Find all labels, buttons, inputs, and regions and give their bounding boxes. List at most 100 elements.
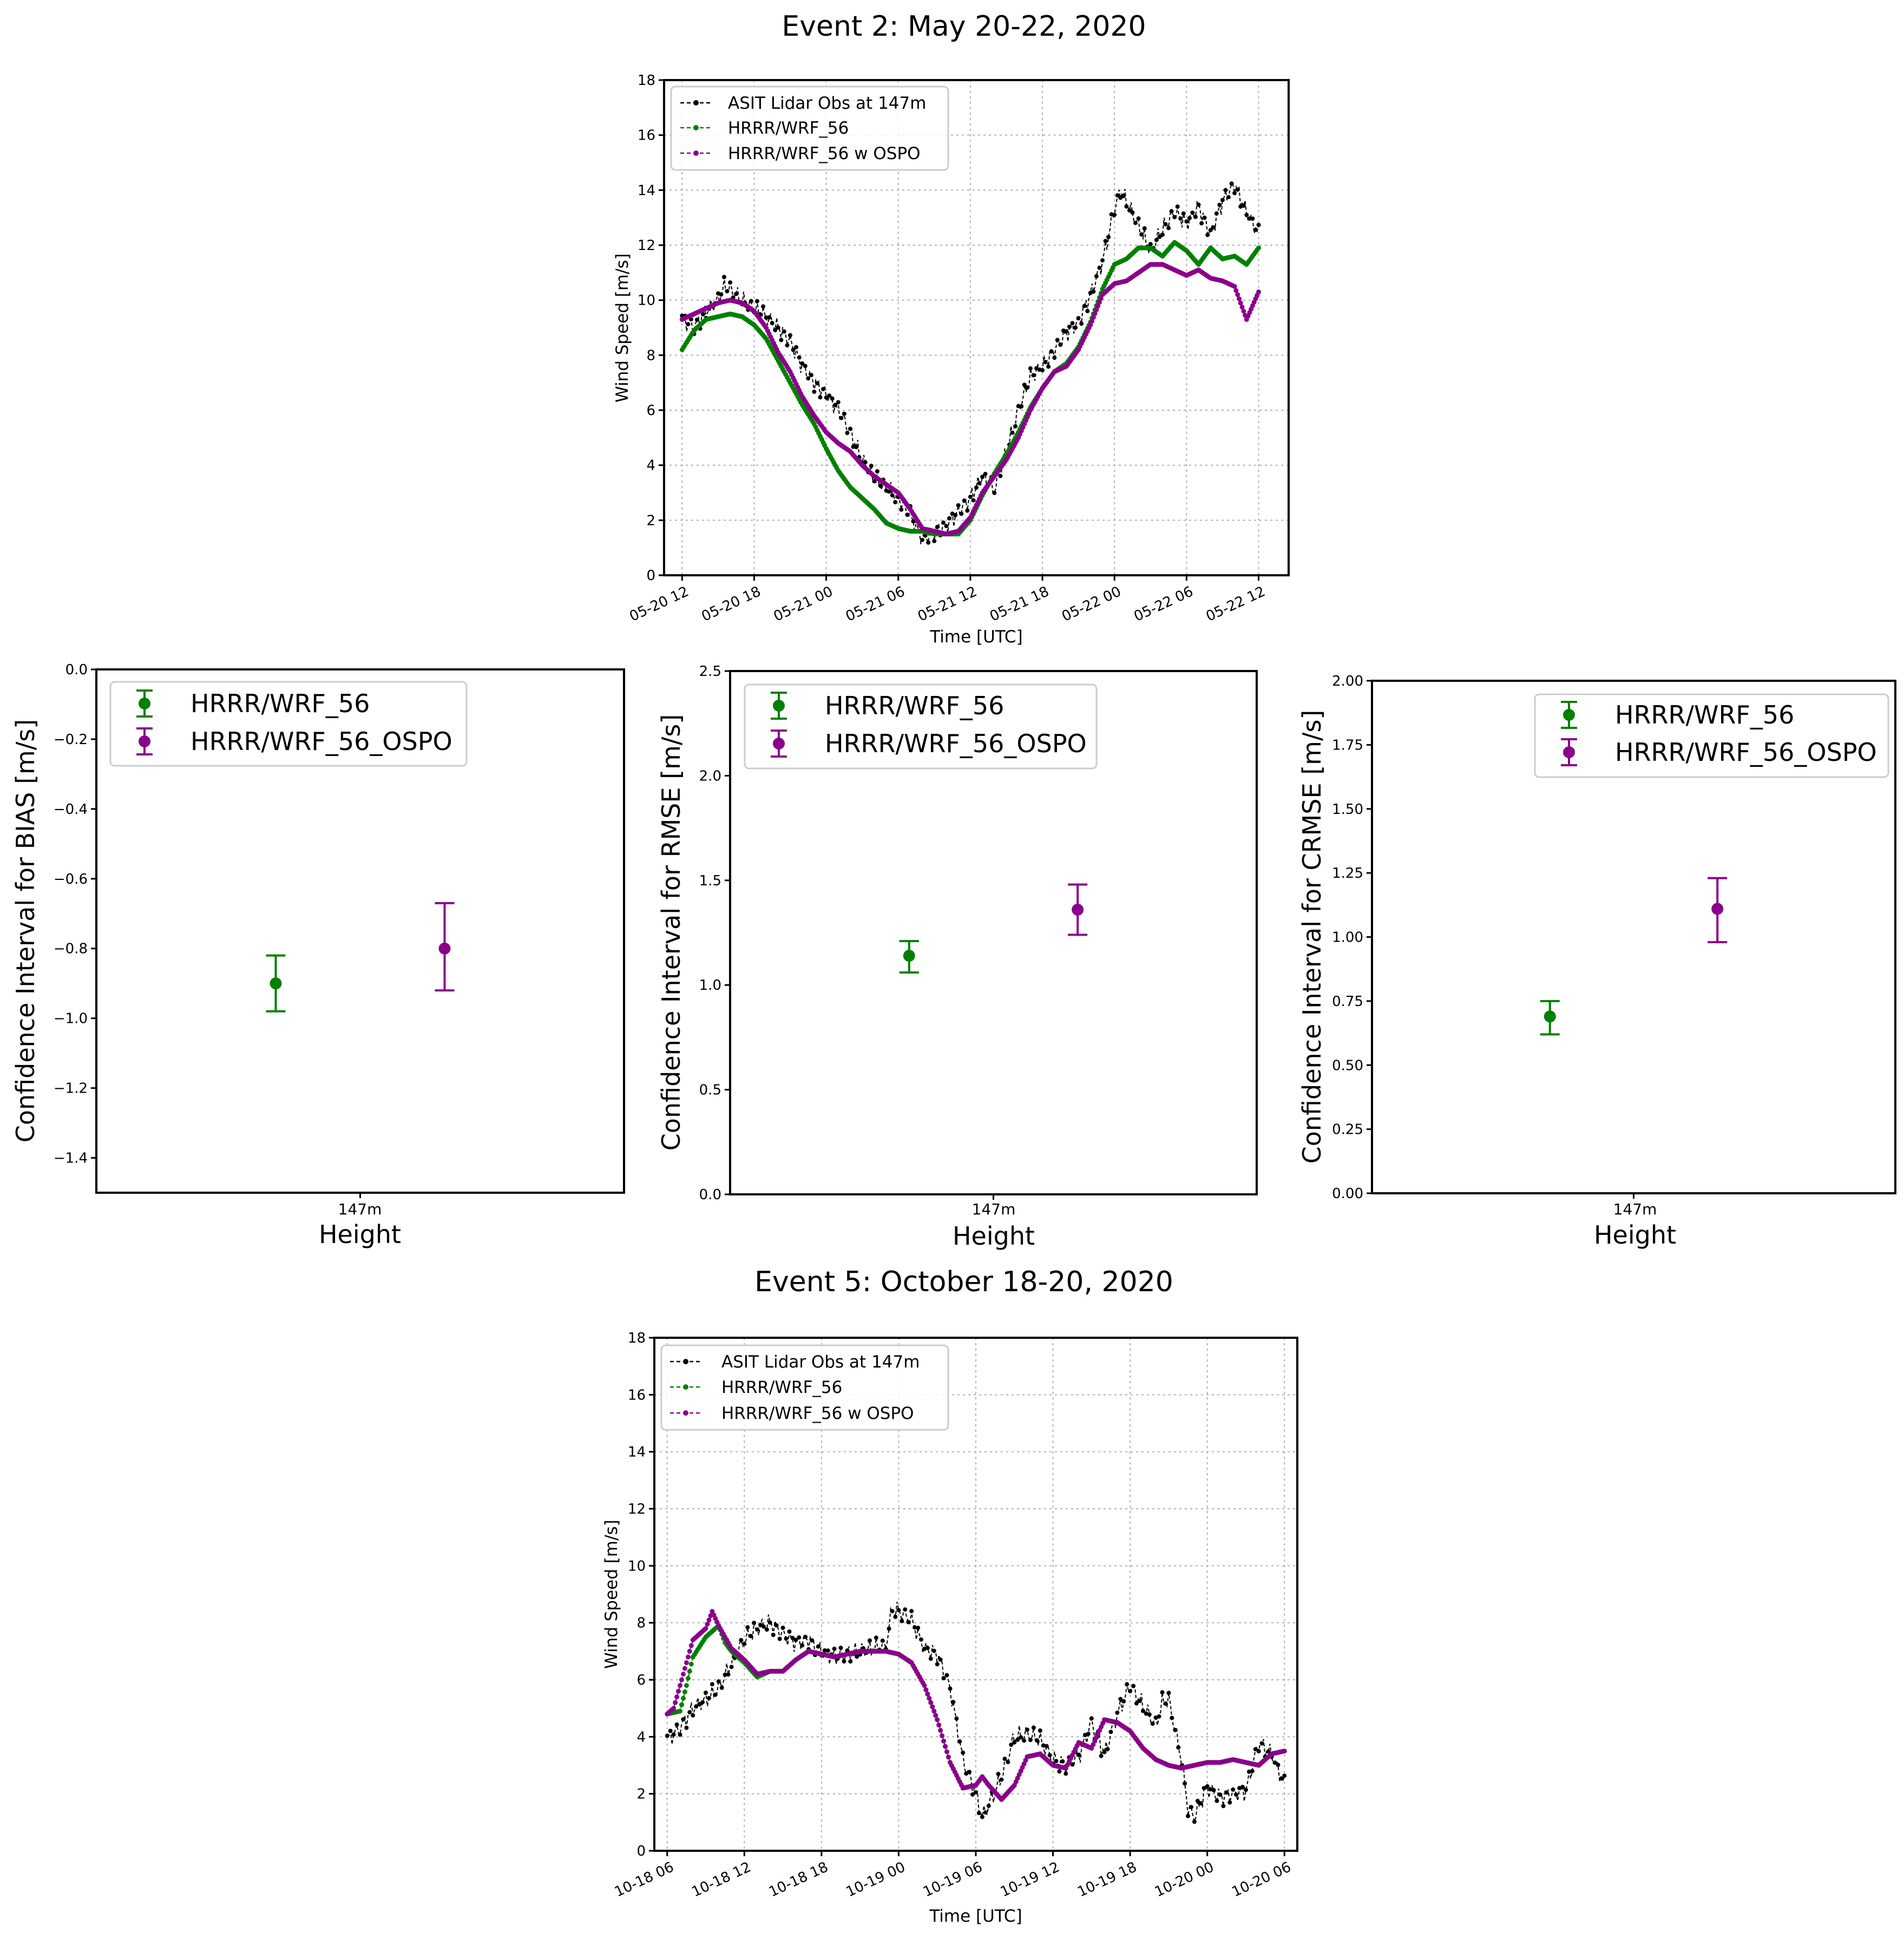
crmse-legend: HRRR/WRF_56 HRRR/WRF_56_OSPO [1534,693,1889,778]
rmse-chart: 0.0 0.5 1.0 1.5 2.0 2.5 147m Height Confidenc… [656,663,1258,1251]
event5-series-obs-point [710,1682,714,1687]
event5-series-obs-point [1166,1691,1171,1695]
event2-series-obs-point [1142,226,1147,231]
event2-series-obs-point [1076,316,1081,320]
event5-series-obs-point [1279,1776,1284,1781]
event5-series-obs-point [1244,1787,1248,1792]
rmse-ylabel: Confidence Interval for RMSE [m/s] [656,714,686,1151]
event5-series-obs-point [1253,1747,1258,1752]
event5-series-obs-point [1108,1730,1113,1734]
event2-xtick-label: 05-20 18 [699,583,764,625]
event2-series-obs-point [1043,360,1048,365]
event2-series-obs-point [755,299,759,304]
crmse-category-label: 147m [1613,1200,1657,1218]
event5-series-obs-point [1173,1727,1178,1732]
event2-series-obs-point [1085,308,1090,313]
event5-series-obs-point [1034,1738,1039,1743]
event5-series-wrf-point [678,1708,682,1714]
event5-series-obs-point [749,1634,753,1639]
event5-series-ospo-point [923,1687,929,1692]
event2-series-obs-point [848,426,852,431]
event5-series-ospo-point [941,1738,947,1744]
event5-legend-ospo: HRRR/WRF_56 w OSPO [721,1404,914,1423]
event2-ytick-label: 10 [638,293,655,309]
event5-xtick-label: 10-20 00 [1152,1859,1217,1901]
event2-series-obs-point [1136,216,1141,221]
event5-series-ospo-point [705,1621,710,1627]
event5-xtick-label: 10-18 06 [612,1859,677,1901]
event5-series-obs-point [941,1676,946,1680]
event2-series-obs-point [1046,364,1051,369]
event5-series-obs-point [1038,1728,1042,1733]
event5-series-obs-point [1176,1745,1181,1750]
event2-series-obs-point [1202,215,1207,220]
event5-ytick-label: 12 [628,1501,646,1517]
event5-ylabel: Wind Speed [m/s] [602,1520,621,1669]
event5-series-obs-point [1025,1727,1029,1732]
event5-series-obs-point [793,1638,798,1642]
event2-series-obs-point [1112,213,1117,218]
event2-series-obs-point [1049,349,1054,354]
event5-series-obs-point [1060,1759,1065,1764]
event5-ytick-label: 6 [636,1672,646,1688]
rmse-ytick-label: 0.5 [699,1082,721,1099]
event2-series-ospo-point [1098,296,1104,301]
event5-series-obs-point [1163,1701,1168,1706]
event2-series-ospo-point [1232,284,1237,289]
event2-xtick-label: 05-22 12 [1204,583,1268,625]
event5-series-obs-point [842,1659,846,1664]
event5-series-ospo-point [673,1700,678,1705]
event5-series-obs-point [822,1648,827,1653]
event2-series-obs-point [1217,202,1222,207]
event5-series-obs-point [1153,1715,1158,1720]
event5-series-ospo-point [682,1666,687,1671]
event5-series-obs-point [1157,1714,1161,1719]
event5-series-obs-point [755,1627,760,1632]
event5-series-obs-point [684,1725,689,1730]
event2-series-obs-point [1067,324,1072,329]
event5-series-obs-point [1192,1819,1197,1824]
event5-series-obs-point [1134,1701,1139,1706]
event5-series-obs-point [916,1626,921,1630]
event5-series-obs-point [1002,1757,1007,1761]
event5-series-obs-point [825,1648,830,1653]
event2-series-obs-point [1256,222,1261,227]
event5-series-obs-point [681,1717,686,1721]
event2-series-obs-point [695,317,699,322]
event5-series-ospo-point [928,1700,934,1705]
bias-ytick-label: 0.0 [65,662,88,678]
event5-series-obs-point [1031,1725,1036,1730]
event2-series-obs-point [1208,228,1213,233]
event2-xtick-label: 05-22 06 [1132,583,1196,625]
event2-series-obs-point [1127,208,1132,213]
event5-series-obs-point [700,1700,705,1705]
event2-series-obs-point [818,395,823,400]
event2-series-ospo-point [1095,304,1101,308]
event5-ytick-label: 0 [636,1843,646,1859]
event2-series-obs-point [1205,233,1210,238]
rmse-category-label: 147m [972,1200,1016,1218]
event2-series-obs-point [809,373,813,377]
event2-series-obs-point [767,315,772,320]
event5-series-obs-point [816,1644,820,1649]
event2-series-obs-point [977,481,982,485]
event5-series-obs-point [742,1641,747,1646]
event2-series-obs-point [1052,356,1057,360]
event5-series-obs-point [803,1634,808,1639]
event5-series-obs-point [767,1620,772,1625]
event5-series-ospo-point [933,1713,938,1718]
event2-series-obs-point [899,507,904,512]
event5-series-obs-point [1202,1786,1206,1791]
event2-series-wrf-point [1256,245,1261,251]
event5-series-wrf-point [679,1702,684,1707]
event2-series-obs-point [761,304,766,309]
event2-series-obs-point [794,345,799,350]
event2-series-obs-point [797,355,802,360]
event5-series-obs-point [1041,1743,1046,1748]
event2-series-obs-point [839,416,844,420]
event5-series-ospo-point [943,1744,948,1749]
event5-series-ospo-point [927,1695,932,1701]
event2-series-ospo-point [1239,304,1245,310]
event2-series-obs-point [1064,329,1069,334]
event2-series-obs-point [1157,234,1162,239]
